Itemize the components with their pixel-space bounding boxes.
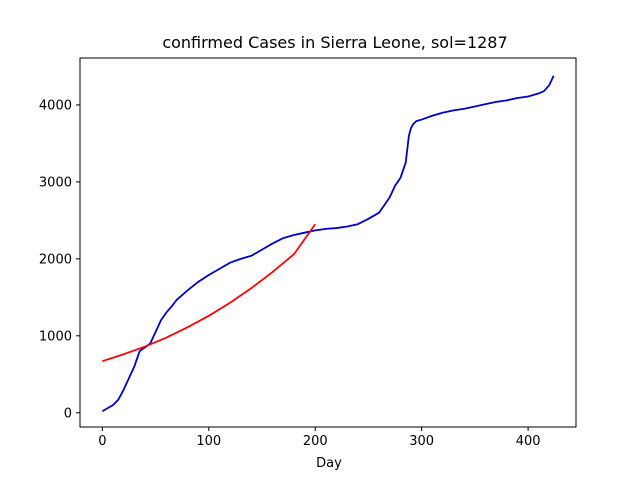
- plot-frame: [79, 57, 577, 428]
- y-tick-label-2000: 2000: [39, 252, 72, 267]
- y-tick-label-4000: 4000: [39, 98, 72, 113]
- x-tick-label-0: 0: [98, 434, 106, 449]
- series-line-1: [101, 75, 555, 412]
- y-tick-label-3000: 3000: [39, 175, 72, 190]
- series-line-2: [102, 223, 316, 363]
- chart-title: confirmed Cases in Sierra Leone, sol=128…: [162, 33, 507, 52]
- x-tick-label-200: 200: [303, 434, 328, 449]
- y-tick-label-1000: 1000: [39, 329, 72, 344]
- x-tick-label-400: 400: [516, 434, 541, 449]
- y-tick-label-0: 0: [64, 406, 72, 421]
- x-tick-label-300: 300: [409, 434, 434, 449]
- x-tick-label-100: 100: [196, 434, 221, 449]
- x-axis-label: Day: [316, 456, 342, 471]
